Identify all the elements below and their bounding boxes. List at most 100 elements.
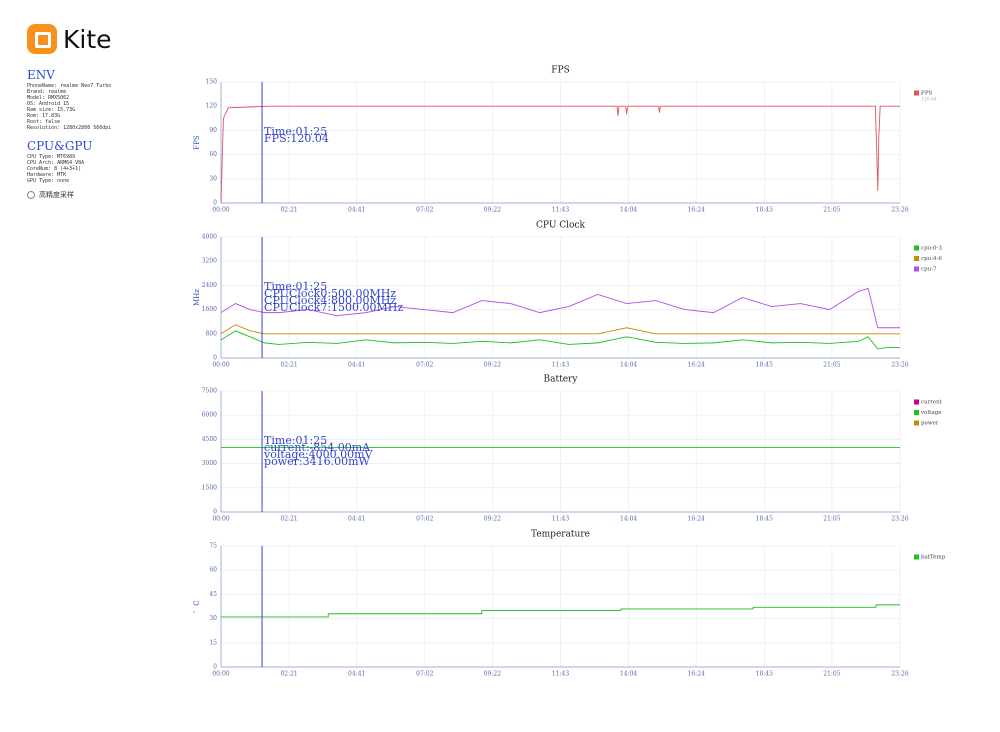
data-line <box>221 604 900 618</box>
x-tick-label: 14:04 <box>620 516 637 523</box>
x-tick-label: 21:05 <box>823 671 840 678</box>
info-line: Model: RMX5062 <box>27 95 70 101</box>
legend-label: cpu:0-3 <box>921 246 942 252</box>
y-tick-label: 800 <box>206 330 218 337</box>
x-tick-label: 14:04 <box>620 362 637 369</box>
tooltip-text: FPS:120.04 <box>264 132 329 145</box>
radio[interactable] <box>27 191 35 199</box>
tooltip-text: CPUClock4:800.00MHz <box>264 294 396 307</box>
radio-label: 高精度采样 <box>39 191 74 199</box>
x-tick-label: 14:04 <box>620 671 637 678</box>
x-tick-label: 23:26 <box>891 671 908 678</box>
y-tick-label: 60 <box>209 151 217 158</box>
legend-label: FPS <box>921 91 933 97</box>
x-tick-label: 16:24 <box>688 362 705 369</box>
tooltip-text: voltage:4000.00mV <box>263 448 374 461</box>
legend-value: 120.04 <box>921 97 937 103</box>
radio-option[interactable]: 高精度采样 <box>27 190 187 200</box>
x-tick-label: 04:41 <box>348 516 365 523</box>
logo: Kite <box>27 24 112 54</box>
tooltip-text: power:3416.00mW <box>264 455 370 468</box>
y-tick-label: 90 <box>209 127 217 134</box>
y-tick-label: 15 <box>209 639 217 646</box>
y-tick-label: 6000 <box>202 412 217 419</box>
x-tick-label: 09:22 <box>484 362 501 369</box>
y-tick-label: 60 <box>209 567 217 574</box>
chart-title: FPS <box>551 66 569 76</box>
legend-label: cpu:7 <box>921 267 937 273</box>
y-tick-label: 4500 <box>202 436 217 443</box>
legend-swatch <box>914 256 919 261</box>
x-tick-label: 02:21 <box>280 671 297 678</box>
y-tick-label: 120 <box>206 103 218 110</box>
legend-swatch <box>914 410 919 415</box>
x-tick-label: 00:00 <box>212 516 229 523</box>
x-tick-label: 00:00 <box>212 362 229 369</box>
x-tick-label: 21:05 <box>823 516 840 523</box>
x-tick-label: 07:02 <box>416 671 433 678</box>
x-tick-label: 09:22 <box>484 207 501 214</box>
x-tick-label: 11:43 <box>552 207 569 214</box>
y-tick-label: 3000 <box>202 460 217 467</box>
legend-label: current <box>921 400 943 406</box>
y-tick-label: 1500 <box>202 484 217 491</box>
legend-swatch <box>914 420 919 426</box>
y-tick-label: 3200 <box>202 258 217 265</box>
x-tick-label: 00:00 <box>212 207 229 214</box>
x-tick-label: 14:04 <box>620 207 637 214</box>
x-tick-label: 07:02 <box>416 516 433 523</box>
y-tick-label: 0 <box>213 355 217 362</box>
info-line: PhoneName: realme Neo7 Turbo <box>27 83 112 89</box>
info-line: Hardware: MTK <box>27 172 67 178</box>
tooltip-text: CPUClock0:500.00MHz <box>264 287 396 300</box>
legend-label: batTemp <box>921 555 946 561</box>
x-tick-label: 02:21 <box>280 207 297 214</box>
x-tick-label: 21:05 <box>823 362 840 369</box>
info-line: GPU Type: none <box>27 178 70 184</box>
x-tick-label: 18:45 <box>756 671 773 678</box>
info-line: CPU Type: MT6989 <box>27 154 76 160</box>
x-tick-label: 11:43 <box>552 671 569 678</box>
x-tick-label: 16:24 <box>688 516 705 523</box>
x-tick-label: 18:45 <box>756 362 773 369</box>
data-line <box>220 287 900 329</box>
x-tick-label: 11:43 <box>552 516 569 523</box>
x-tick-label: 18:45 <box>756 207 773 214</box>
y-axis-label: ゜C <box>193 600 201 612</box>
legend-swatch <box>914 266 919 272</box>
x-tick-label: 23:26 <box>891 362 908 369</box>
y-tick-label: 4000 <box>202 234 217 241</box>
legend-label: cpu:4-6 <box>921 256 942 262</box>
section-title: CPU&GPU <box>27 139 93 153</box>
y-tick-label: 45 <box>209 591 217 598</box>
tooltip-text: Time:01:25 <box>264 280 327 293</box>
legend-swatch <box>914 399 919 405</box>
legend-swatch <box>914 554 919 560</box>
info-line: OS: Android 15 <box>27 101 70 107</box>
info-line: Brand: realme <box>27 89 67 95</box>
tooltip-text: Time:01:25 <box>264 434 327 447</box>
y-tick-label: 30 <box>209 175 217 182</box>
x-tick-label: 23:26 <box>891 516 908 523</box>
y-tick-label: 150 <box>206 79 218 86</box>
chart-title: Temperature <box>531 530 590 540</box>
info-line: Root: false <box>27 119 61 125</box>
x-tick-label: 18:45 <box>756 516 773 523</box>
logo-icon <box>27 24 57 54</box>
tooltip-text: CPUClock7:1500.00MHz <box>264 301 403 314</box>
y-tick-label: 75 <box>209 543 217 550</box>
x-tick-label: 21:05 <box>823 207 840 214</box>
x-tick-label: 16:24 <box>688 207 705 214</box>
y-tick-label: 7500 <box>202 388 217 395</box>
x-tick-label: 16:24 <box>688 671 705 678</box>
y-tick-label: 0 <box>213 200 217 207</box>
info-line: Rom: 17.83G <box>27 113 61 119</box>
x-tick-label: 02:21 <box>280 516 297 523</box>
legend-swatch <box>914 90 919 96</box>
x-tick-label: 00:00 <box>212 671 229 678</box>
info-line: CoreNum: 8 (4+3+1) <box>27 166 82 172</box>
y-tick-label: 2400 <box>202 282 217 289</box>
tooltip-text: Time:01:25 <box>264 125 327 138</box>
x-tick-label: 04:41 <box>348 207 365 214</box>
